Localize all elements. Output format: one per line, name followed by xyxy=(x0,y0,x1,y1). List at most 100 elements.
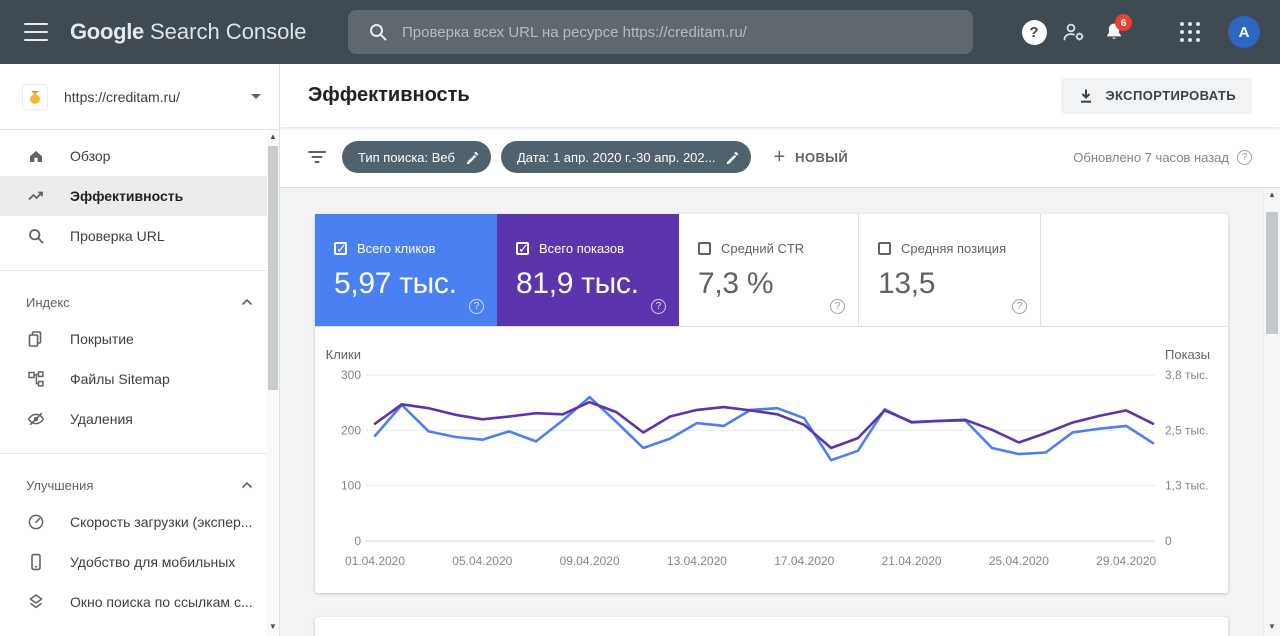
checkbox-total-clicks[interactable] xyxy=(334,242,347,255)
scroll-up-arrow[interactable]: ▲ xyxy=(267,130,279,144)
sitemap-tree-icon xyxy=(26,369,46,389)
eye-off-icon xyxy=(26,409,46,429)
search-icon xyxy=(26,226,46,246)
sidebar-item-coverage[interactable]: Покрытие xyxy=(0,319,267,359)
divider xyxy=(0,453,267,454)
app-logo[interactable]: GoogleSearch Console xyxy=(70,19,307,45)
account-avatar[interactable]: A xyxy=(1228,16,1260,48)
scroll-down-arrow[interactable]: ▼ xyxy=(267,620,279,634)
sidebar-scrollbar[interactable]: ▲ ▼ xyxy=(267,130,279,636)
svg-text:0: 0 xyxy=(354,534,361,548)
sidebar-nav: Обзор Эффективность Проверка URL Индекс … xyxy=(0,130,267,636)
help-circle-icon[interactable]: ? xyxy=(1237,150,1252,165)
svg-text:29.04.2020: 29.04.2020 xyxy=(1096,554,1156,568)
pages-icon xyxy=(26,329,46,349)
chevron-up-icon xyxy=(241,298,253,306)
svg-text:Показы: Показы xyxy=(1165,347,1210,362)
logo-google: Google xyxy=(70,19,144,44)
svg-text:100: 100 xyxy=(341,479,361,493)
help-circle-icon[interactable]: ? xyxy=(1012,299,1027,314)
page-header: Эффективность ЭКСПОРТИРОВАТЬ xyxy=(280,64,1280,127)
filter-chip-date-range[interactable]: Дата: 1 апр. 2020 г.-30 апр. 202... xyxy=(501,141,752,173)
next-section-card xyxy=(315,617,1228,636)
svg-text:05.04.2020: 05.04.2020 xyxy=(452,554,512,568)
hamburger-menu-icon[interactable] xyxy=(24,23,48,41)
svg-text:0: 0 xyxy=(1165,534,1172,548)
notification-badge: 6 xyxy=(1115,14,1132,31)
sidebar-item-performance[interactable]: Эффективность xyxy=(0,176,267,216)
metric-tile-total-clicks[interactable]: Всего кликов 5,97 тыс. ? xyxy=(315,214,497,326)
plus-icon: + xyxy=(773,146,785,169)
svg-text:300: 300 xyxy=(341,368,361,382)
scroll-up-arrow[interactable]: ▲ xyxy=(1264,188,1280,202)
main-content: Всего кликов 5,97 тыс. ? Всего показов 8… xyxy=(280,188,1280,636)
new-filter-button[interactable]: + НОВЫЙ xyxy=(773,146,848,169)
sidebar-item-mobile-usability[interactable]: Удобство для мобильных xyxy=(0,542,267,582)
sidebar-item-sitelinks-searchbox[interactable]: Окно поиска по ссылкам с... xyxy=(0,582,267,622)
scrollbar-thumb[interactable] xyxy=(1266,212,1278,334)
export-button[interactable]: ЭКСПОРТИРОВАТЬ xyxy=(1061,78,1252,114)
metric-tile-average-ctr[interactable]: Средний CTR 7,3 % ? xyxy=(679,214,858,326)
scroll-down-arrow[interactable]: ▼ xyxy=(1264,620,1280,634)
metric-tile-empty xyxy=(1040,214,1228,326)
metric-tile-average-position[interactable]: Средняя позиция 13,5 ? xyxy=(858,214,1040,326)
page-title: Эффективность xyxy=(308,84,470,107)
section-header-enhancements[interactable]: Улучшения xyxy=(0,468,267,502)
checkbox-average-position[interactable] xyxy=(878,242,891,255)
sidebar-item-url-inspection[interactable]: Проверка URL xyxy=(0,216,267,256)
help-circle-icon[interactable]: ? xyxy=(651,299,666,314)
svg-text:17.04.2020: 17.04.2020 xyxy=(774,554,834,568)
chevron-up-icon xyxy=(241,481,253,489)
edit-pencil-icon[interactable] xyxy=(725,150,739,164)
help-button[interactable]: ? xyxy=(1014,12,1054,52)
manage-users-button[interactable] xyxy=(1054,12,1094,52)
filter-chip-search-type[interactable]: Тип поиска: Веб xyxy=(342,141,491,173)
help-circle-icon[interactable]: ? xyxy=(830,299,845,314)
svg-text:Клики: Клики xyxy=(326,347,361,362)
metric-value-clicks: 5,97 тыс. xyxy=(334,267,497,301)
metric-tile-total-impressions[interactable]: Всего показов 81,9 тыс. ? xyxy=(497,214,679,326)
section-header-index[interactable]: Индекс xyxy=(0,285,267,319)
svg-text:13.04.2020: 13.04.2020 xyxy=(667,554,727,568)
notifications-button[interactable]: 6 xyxy=(1094,12,1134,52)
help-circle-icon[interactable]: ? xyxy=(469,299,484,314)
svg-text:2,5 тыс.: 2,5 тыс. xyxy=(1165,423,1208,437)
sidebar: https://creditam.ru/ Обзор Эффективность… xyxy=(0,64,280,636)
filter-icon[interactable] xyxy=(308,150,326,164)
svg-text:200: 200 xyxy=(341,423,361,437)
svg-text:01.04.2020: 01.04.2020 xyxy=(345,554,405,568)
edit-pencil-icon[interactable] xyxy=(465,150,479,164)
url-inspection-searchbox[interactable] xyxy=(348,10,973,54)
download-icon xyxy=(1077,87,1095,105)
content-scrollbar[interactable]: ▲ ▼ xyxy=(1263,188,1280,636)
layers-icon xyxy=(26,592,46,612)
apps-grid-icon xyxy=(1180,22,1200,42)
performance-chart[interactable]: КликиПоказы001001,3 тыс.2002,5 тыс.3003,… xyxy=(315,345,1228,585)
sidebar-item-speed[interactable]: Скорость загрузки (экспер... xyxy=(0,502,267,542)
metric-value-position: 13,5 xyxy=(878,267,1040,301)
checkbox-average-ctr[interactable] xyxy=(698,242,711,255)
trending-up-icon xyxy=(26,186,46,206)
checkbox-total-impressions[interactable] xyxy=(516,242,529,255)
sidebar-item-overview[interactable]: Обзор xyxy=(0,136,267,176)
sidebar-item-sitemaps[interactable]: Файлы Sitemap xyxy=(0,359,267,399)
metric-value-impressions: 81,9 тыс. xyxy=(516,267,679,301)
metric-value-ctr: 7,3 % xyxy=(698,267,858,301)
search-input[interactable] xyxy=(402,24,973,41)
performance-card: Всего кликов 5,97 тыс. ? Всего показов 8… xyxy=(315,214,1228,593)
svg-text:09.04.2020: 09.04.2020 xyxy=(560,554,620,568)
svg-text:25.04.2020: 25.04.2020 xyxy=(989,554,1049,568)
logo-product: Search Console xyxy=(150,19,307,44)
metric-tiles: Всего кликов 5,97 тыс. ? Всего показов 8… xyxy=(315,214,1228,327)
chevron-down-icon xyxy=(251,94,261,99)
google-apps-button[interactable] xyxy=(1170,12,1210,52)
scrollbar-thumb[interactable] xyxy=(268,146,278,390)
last-updated: Обновлено 7 часов назад ? xyxy=(1073,150,1252,165)
home-icon xyxy=(26,146,46,166)
sidebar-item-removals[interactable]: Удаления xyxy=(0,399,267,439)
speed-gauge-icon xyxy=(26,512,46,532)
svg-text:1,3 тыс.: 1,3 тыс. xyxy=(1165,479,1208,493)
property-selector[interactable]: https://creditam.ru/ xyxy=(0,64,279,130)
divider xyxy=(0,270,267,271)
property-favicon xyxy=(22,84,48,110)
